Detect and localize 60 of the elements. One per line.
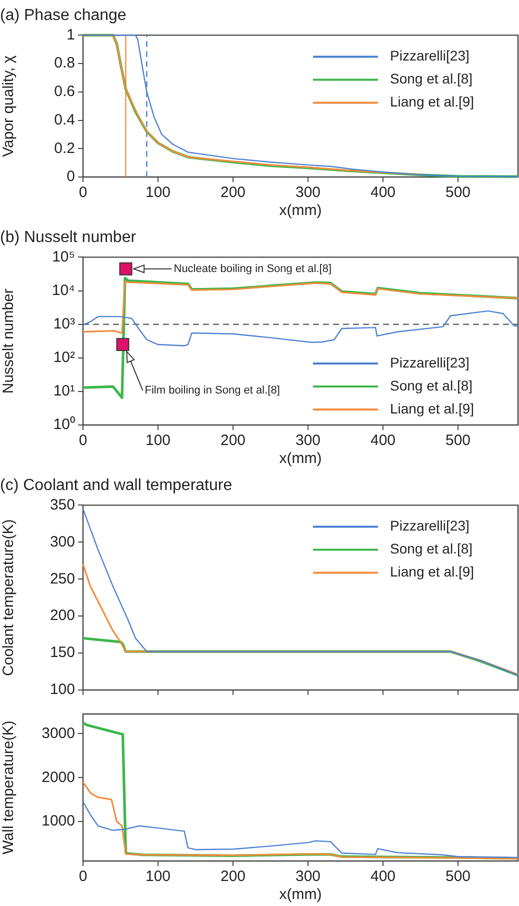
y-tick-label: 2000: [42, 768, 75, 786]
x-tick-label: 200: [220, 184, 246, 202]
x-tick-label: 0: [78, 868, 88, 886]
y-tick-label: 100: [50, 681, 75, 698]
y-tick-label: 300: [50, 533, 75, 550]
y-tick-label: 10³: [53, 315, 75, 332]
y-tick-label: 10⁰: [53, 416, 75, 434]
x-tick-label: 500: [445, 432, 471, 450]
annotation: Nucleate boiling in Song et al.[8]: [174, 262, 332, 275]
y-axis-title: Nusselt number: [0, 288, 18, 394]
x-axis-title: x(mm): [279, 886, 322, 904]
x-tick-label: 100: [145, 184, 171, 202]
x-tick-label: 500: [445, 868, 471, 886]
x-tick-label: 300: [295, 184, 321, 202]
y-tick-label: 0.4: [54, 111, 75, 128]
y-tick-label: 10¹: [53, 382, 75, 400]
y-axis-title: Wall temperature(K): [0, 720, 18, 854]
y-tick-label: 0.6: [54, 83, 75, 100]
y-tick-label: 3000: [42, 724, 75, 742]
y-tick-label: 10⁵: [52, 248, 75, 266]
y-axis-title: Coolant temperature(K): [0, 519, 18, 676]
x-tick-label: 400: [370, 868, 396, 886]
chart-title: (b) Nusselt number: [0, 229, 137, 246]
legend-label: Liang et al.[9]: [390, 564, 474, 580]
x-tick-label: 200: [220, 868, 246, 886]
y-tick-label: 150: [50, 644, 75, 662]
x-tick-label: 200: [220, 432, 246, 450]
y-tick-label: 350: [50, 496, 75, 514]
x-axis-title: x(mm): [279, 202, 322, 220]
legend-label: Liang et al.[9]: [390, 94, 474, 110]
x-tick-label: 100: [145, 432, 171, 450]
annotation: Film boiling in Song et al.[8]: [144, 384, 280, 397]
x-tick-label: 0: [78, 432, 88, 450]
chart-title: (c) Coolant and wall temperature: [0, 477, 232, 494]
x-tick-label: 0: [78, 184, 88, 202]
x-tick-label: 300: [295, 432, 321, 450]
chart-title: (a) Phase change: [0, 7, 126, 24]
legend-label: Pizzarelli[23]: [390, 518, 470, 534]
y-axis-title: Vapor quality, χ: [0, 55, 18, 157]
y-tick-label: 200: [50, 607, 75, 624]
legend-label: Song et al.[8]: [390, 70, 473, 87]
x-axis-title: x(mm): [279, 450, 322, 468]
x-tick-label: 100: [145, 868, 171, 886]
y-tick-label: 0.8: [54, 54, 75, 72]
legend-label: Liang et al.[9]: [390, 400, 474, 416]
y-tick-label: 0: [66, 168, 75, 186]
y-tick-label: 10⁴: [52, 282, 75, 299]
legend-label: Song et al.[8]: [390, 540, 473, 557]
x-tick-label: 300: [295, 868, 321, 886]
legend-label: Song et al.[8]: [390, 377, 473, 394]
y-tick-label: 1: [66, 26, 75, 44]
legend-label: Pizzarelli[23]: [390, 354, 470, 370]
y-tick-label: 0.2: [54, 140, 75, 157]
y-tick-label: 10²: [53, 349, 75, 366]
x-tick-label: 500: [445, 184, 471, 202]
y-tick-label: 250: [50, 570, 75, 588]
x-tick-label: 400: [370, 184, 396, 202]
legend-label: Pizzarelli[23]: [390, 48, 470, 64]
y-tick-label: 1000: [42, 812, 75, 830]
x-tick-label: 400: [370, 432, 396, 450]
